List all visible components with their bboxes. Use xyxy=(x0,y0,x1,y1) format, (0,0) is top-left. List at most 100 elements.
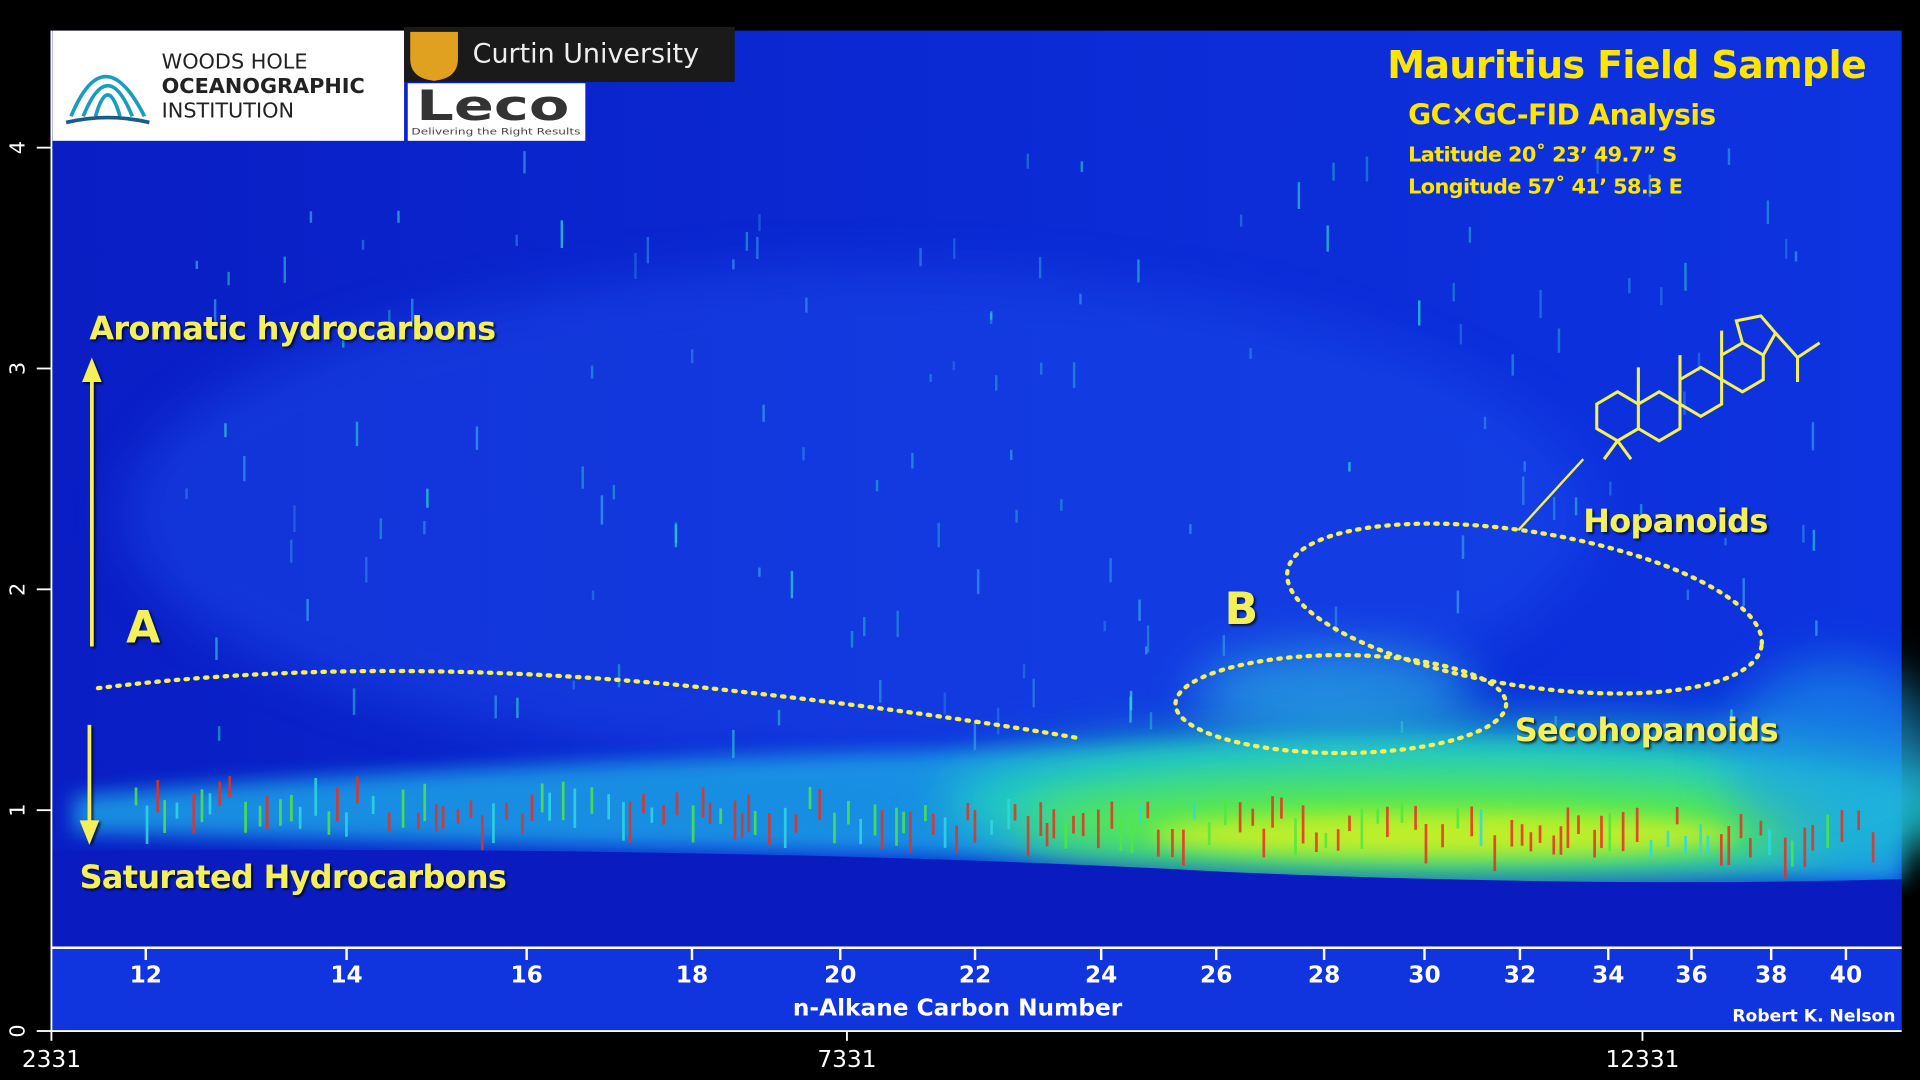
peak xyxy=(309,211,313,223)
peak xyxy=(1840,810,1844,842)
annotation-outlines xyxy=(95,521,1764,756)
carbon-tick-label: 36 xyxy=(1675,961,1707,988)
peak xyxy=(1456,590,1460,614)
peak xyxy=(1684,835,1687,854)
peak xyxy=(1064,824,1068,849)
annotation: A xyxy=(126,603,160,654)
carbon-tick-label: 18 xyxy=(676,961,708,988)
peak xyxy=(1470,806,1474,837)
peak xyxy=(441,806,445,829)
peak xyxy=(365,557,368,583)
peak xyxy=(134,787,138,806)
peak xyxy=(662,805,665,825)
peak xyxy=(590,365,594,379)
leco-logo xyxy=(407,83,586,141)
peak xyxy=(1060,499,1063,511)
peak xyxy=(1635,807,1639,842)
carbon-tick-label: 20 xyxy=(824,961,856,988)
peak xyxy=(850,630,854,648)
hopane-structure xyxy=(1595,314,1821,461)
peak xyxy=(1706,835,1710,854)
peak xyxy=(515,234,518,247)
peak xyxy=(879,680,882,703)
peak xyxy=(314,777,318,816)
peak xyxy=(1249,348,1252,359)
peak xyxy=(1130,825,1134,854)
peak xyxy=(423,783,427,822)
dark-band xyxy=(51,849,1902,947)
peak xyxy=(919,248,922,267)
peak xyxy=(1871,832,1875,863)
peak xyxy=(434,804,438,833)
peak xyxy=(1109,558,1112,583)
y-tick-label: 2 xyxy=(5,583,29,596)
peak xyxy=(293,505,296,532)
peak xyxy=(953,238,956,259)
peak xyxy=(1441,824,1444,848)
peak xyxy=(1239,214,1243,227)
peak xyxy=(1686,589,1690,601)
peak xyxy=(494,695,497,719)
logo-text: INSTITUTION xyxy=(162,98,294,122)
peak xyxy=(875,479,879,492)
peak xyxy=(327,811,331,835)
peak xyxy=(1459,323,1463,345)
peak xyxy=(1009,449,1013,461)
peak xyxy=(1149,712,1153,730)
peak xyxy=(740,812,744,838)
peak xyxy=(1138,599,1141,621)
peak xyxy=(859,818,863,845)
curtin-shield xyxy=(410,31,458,81)
carbon-tick-label: 24 xyxy=(1085,961,1117,988)
peak xyxy=(1815,620,1818,636)
peak xyxy=(873,804,877,836)
peak xyxy=(902,811,905,834)
peak xyxy=(802,447,805,461)
peak xyxy=(1022,664,1026,679)
peak xyxy=(1332,162,1335,181)
peak xyxy=(1223,799,1227,826)
peak xyxy=(1699,823,1703,854)
peak xyxy=(401,789,405,828)
peak xyxy=(674,524,678,548)
peak xyxy=(290,794,293,822)
peak xyxy=(929,374,932,382)
peak xyxy=(794,814,798,833)
peak xyxy=(1719,834,1723,866)
peak xyxy=(1315,832,1318,853)
carbon-tick-label: 38 xyxy=(1755,961,1787,988)
peak xyxy=(1663,723,1666,742)
peak xyxy=(783,807,787,849)
longitude: Longitude 57˚ 41’ 58.3 E xyxy=(1408,174,1682,198)
peak xyxy=(548,792,551,821)
peak xyxy=(379,518,383,540)
logo-text: Delivering the Right Results xyxy=(411,128,581,138)
peak xyxy=(650,807,654,823)
logo-text: Leco xyxy=(416,81,569,130)
logo-text: WOODS HOLE xyxy=(162,49,308,73)
peak xyxy=(356,776,359,804)
peak xyxy=(1785,238,1788,259)
peak xyxy=(1365,156,1369,182)
peak xyxy=(719,808,723,824)
peak xyxy=(607,794,611,820)
carbon-axis-band xyxy=(51,947,1902,1032)
peak xyxy=(1552,496,1556,520)
chart-title: Mauritius Field Sample xyxy=(1387,43,1866,87)
peak xyxy=(1171,828,1174,858)
peak xyxy=(1683,391,1686,415)
peak xyxy=(1007,799,1011,830)
peak xyxy=(733,800,737,840)
peak xyxy=(1156,829,1160,857)
peak xyxy=(352,688,356,715)
peak xyxy=(1400,802,1404,823)
peak xyxy=(561,781,565,821)
peak xyxy=(1811,422,1815,451)
peak xyxy=(973,809,977,843)
peak xyxy=(581,466,584,489)
leader-line xyxy=(1517,458,1585,532)
peak xyxy=(989,313,993,324)
peak xyxy=(990,820,993,835)
peak xyxy=(612,485,616,500)
peak xyxy=(1727,826,1731,865)
